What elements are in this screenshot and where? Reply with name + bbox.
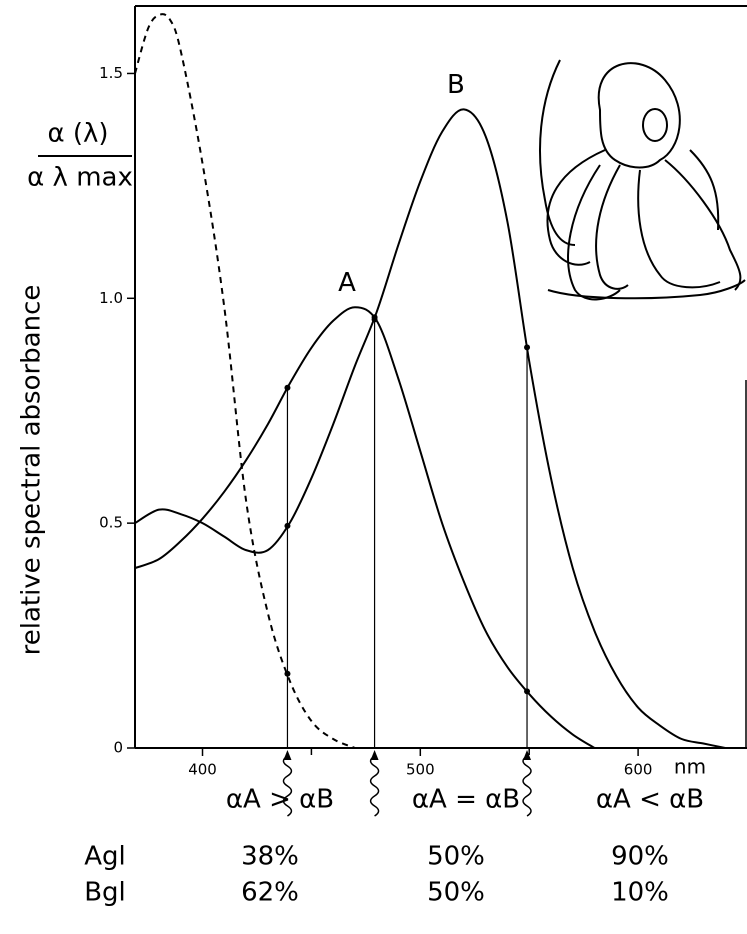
light-arrowhead — [523, 750, 532, 760]
marker-dot — [371, 314, 378, 321]
light-arrow — [369, 755, 380, 817]
row-label: Agl — [84, 842, 126, 872]
y-tick-label: 1.5 — [99, 64, 123, 82]
condition-label: αA < αB — [596, 785, 704, 815]
light-arrow — [282, 755, 293, 817]
y-axis-label: relative spectral absorbance — [17, 285, 47, 656]
y-fraction-top: α (λ) — [47, 119, 108, 149]
condition-label: αA > αB — [226, 785, 334, 815]
marker-dot — [524, 688, 531, 695]
curve-label: A — [338, 268, 356, 298]
octopus-drawing — [539, 59, 746, 301]
light-arrow — [522, 755, 532, 817]
x-tick-label: 500 — [406, 761, 435, 779]
table-cell: 62% — [241, 878, 299, 908]
y-tick-label: 0 — [113, 739, 123, 757]
marker-dot — [284, 384, 291, 391]
table-cell: 10% — [611, 878, 669, 908]
table-cell: 90% — [611, 842, 669, 872]
y-tick-label: 1.0 — [99, 289, 123, 307]
table-cell: 38% — [241, 842, 299, 872]
light-arrowhead — [283, 750, 292, 760]
marker-dot — [524, 344, 531, 351]
x-tick-label: 600 — [624, 761, 653, 779]
spectrum-curve — [134, 13, 356, 749]
light-arrowhead — [370, 750, 379, 760]
x-unit: nm — [674, 755, 706, 779]
condition-label: αA = αB — [412, 785, 520, 815]
marker-dot — [284, 670, 291, 677]
table-cell: 50% — [427, 878, 485, 908]
spectrum-curve — [134, 306, 596, 749]
x-tick-label: 400 — [188, 761, 217, 779]
marker-dot — [284, 522, 291, 529]
table-cell: 50% — [427, 842, 485, 872]
row-label: Bgl — [84, 878, 126, 908]
y-tick-label: 0.5 — [99, 514, 123, 532]
spectrum-curve — [134, 108, 726, 749]
curve-label: B — [447, 70, 465, 100]
y-fraction-bottom: α λ max — [27, 163, 133, 193]
